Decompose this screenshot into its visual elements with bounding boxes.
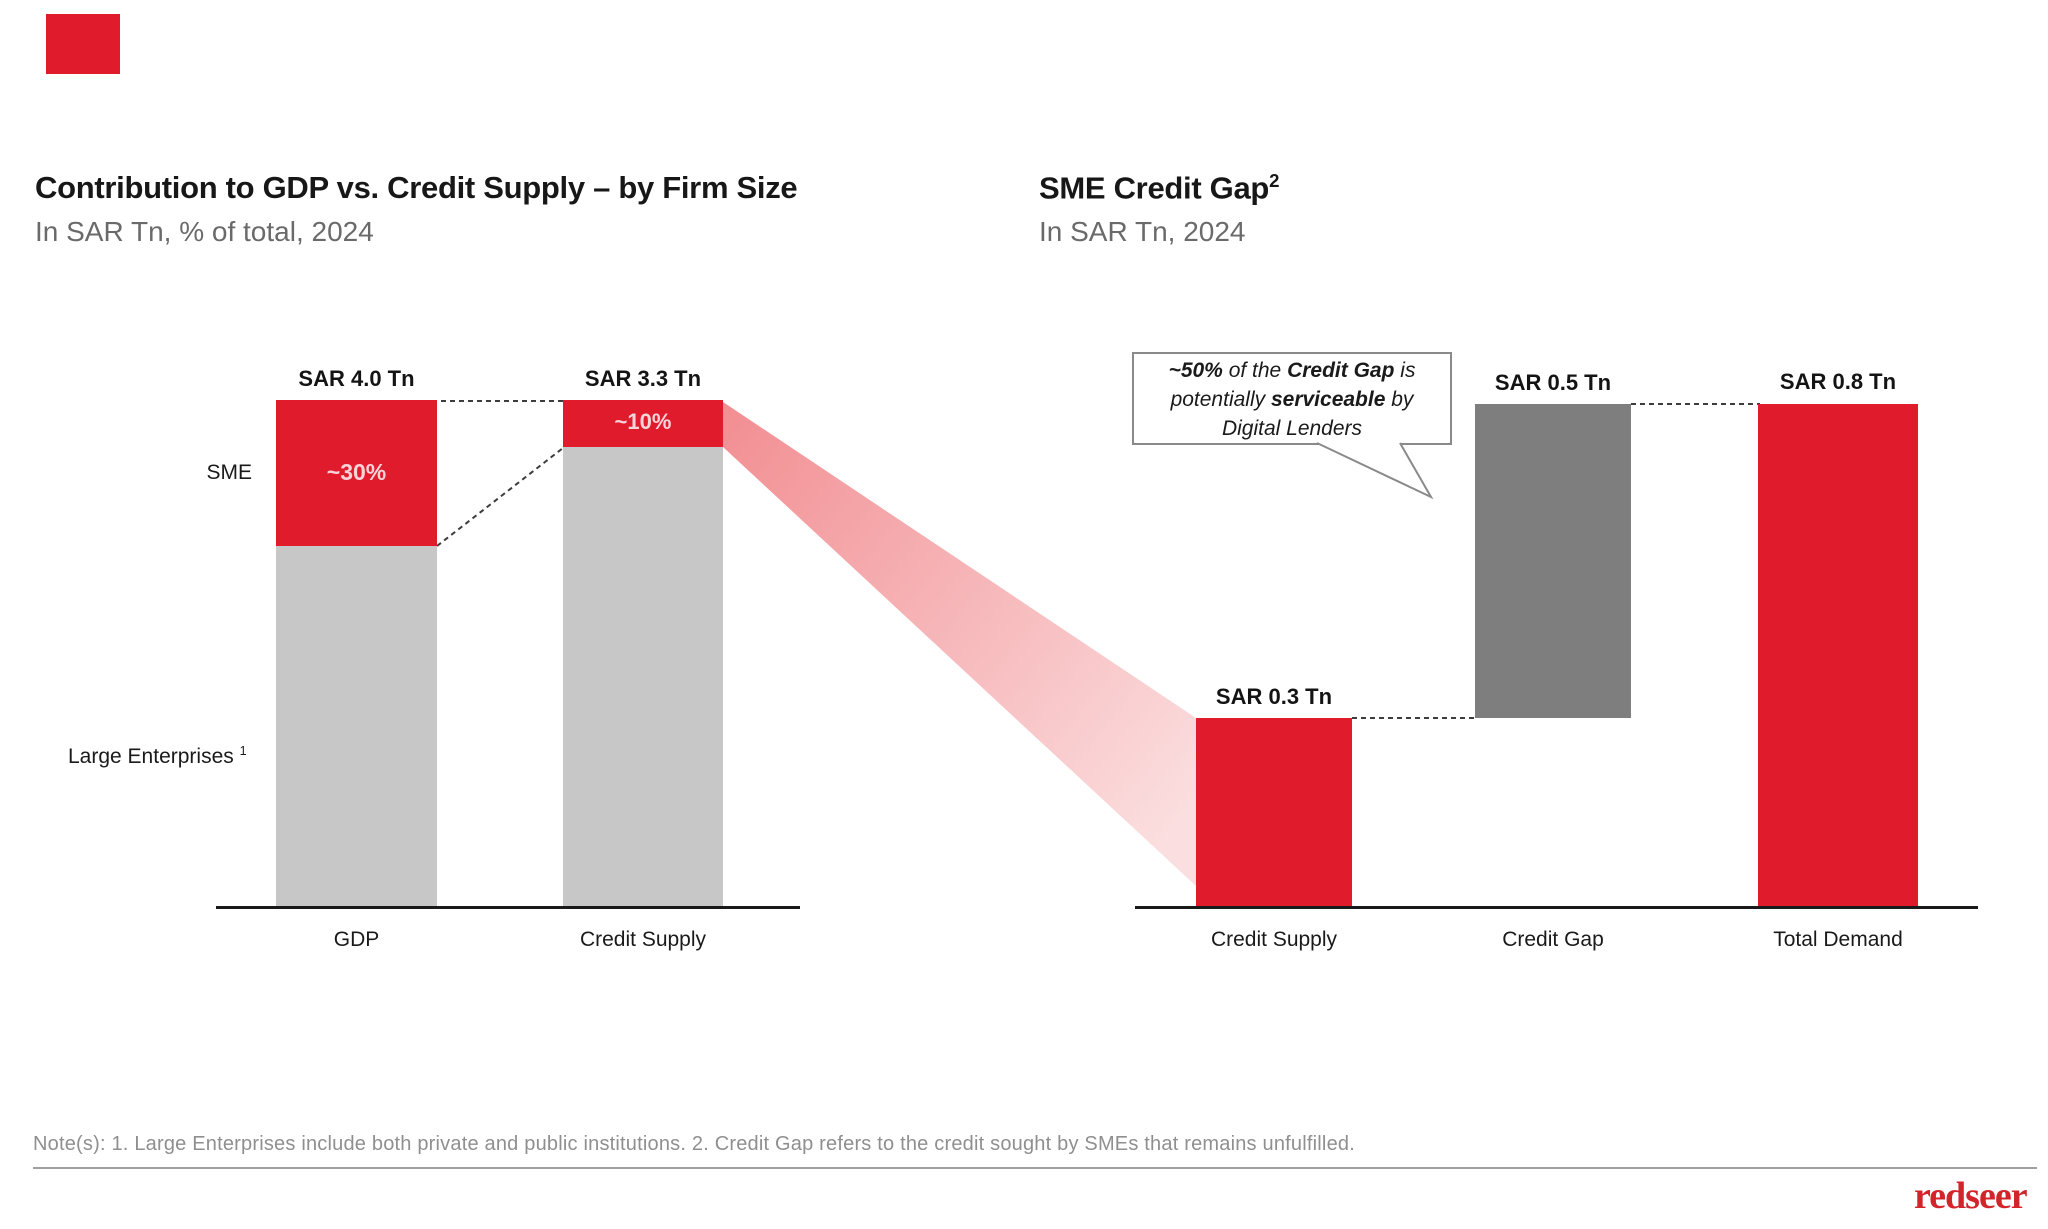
gdp-sme-percent-label: ~30%	[326, 459, 387, 485]
right-chart-title-footnote-marker: 2	[1269, 170, 1280, 191]
right-chart-title: SME Credit Gap2	[1039, 170, 1280, 206]
brand-corner-square	[46, 14, 120, 74]
credit-gap-axis-label: Credit Gap	[1502, 928, 1604, 951]
gdp-bar-large-segment	[276, 546, 437, 908]
total-demand-axis-label: Total Demand	[1773, 928, 1903, 951]
footnotes-text: Note(s): 1. Large Enterprises include bo…	[33, 1133, 1355, 1155]
sme-row-label: SME	[206, 461, 252, 484]
total-demand-bar	[1758, 404, 1918, 908]
gdp-bar-sme-segment	[276, 400, 437, 546]
right-chart-baseline	[1135, 906, 1978, 909]
total-demand-value-label: SAR 0.8 Tn	[1779, 369, 1897, 394]
gdp-total-label: SAR 4.0 Tn	[298, 366, 415, 391]
right-chart-subtitle: In SAR Tn, 2024	[1039, 216, 1246, 247]
large-enterprises-footnote-marker: 1	[239, 744, 247, 758]
credit-supply-total-label: SAR 3.3 Tn	[584, 366, 702, 391]
credit-supply-axis-label-right: Credit Supply	[1210, 928, 1338, 951]
footer-divider-line	[33, 1167, 2037, 1169]
credit-gap-bar	[1475, 404, 1631, 718]
left-chart-baseline	[216, 906, 800, 909]
serviceable-credit-gap-callout: ~50% of the Credit Gap is potentially se…	[1132, 352, 1452, 445]
credit-gap-value-label: SAR 0.5 Tn	[1494, 370, 1612, 395]
left-chart-title: Contribution to GDP vs. Credit Supply – …	[35, 170, 798, 205]
sme-credit-flow-beam	[723, 402, 1196, 886]
callout-line-1: ~50% of the Credit Gap is	[1168, 359, 1416, 382]
left-chart-subtitle: In SAR Tn, % of total, 2024	[35, 216, 374, 247]
credit-supply-bar-large-segment	[563, 447, 723, 908]
callout-line-2: potentially serviceable by	[1170, 388, 1414, 411]
credit-supply-bar	[1196, 718, 1352, 908]
credit-supply-value-label: SAR 0.3 Tn	[1215, 684, 1333, 709]
credit-supply-axis-label: Credit Supply	[579, 928, 707, 951]
credit-supply-sme-percent-label: ~10%	[614, 409, 672, 434]
large-enterprises-row-label: Large Enterprises 1	[68, 744, 247, 768]
callout-line-3: Digital Lenders	[1221, 417, 1363, 440]
credit-supply-bar-sme-segment	[563, 400, 723, 447]
redseer-logo: redseer	[1914, 1175, 2028, 1217]
gdp-axis-label: GDP	[333, 928, 380, 951]
